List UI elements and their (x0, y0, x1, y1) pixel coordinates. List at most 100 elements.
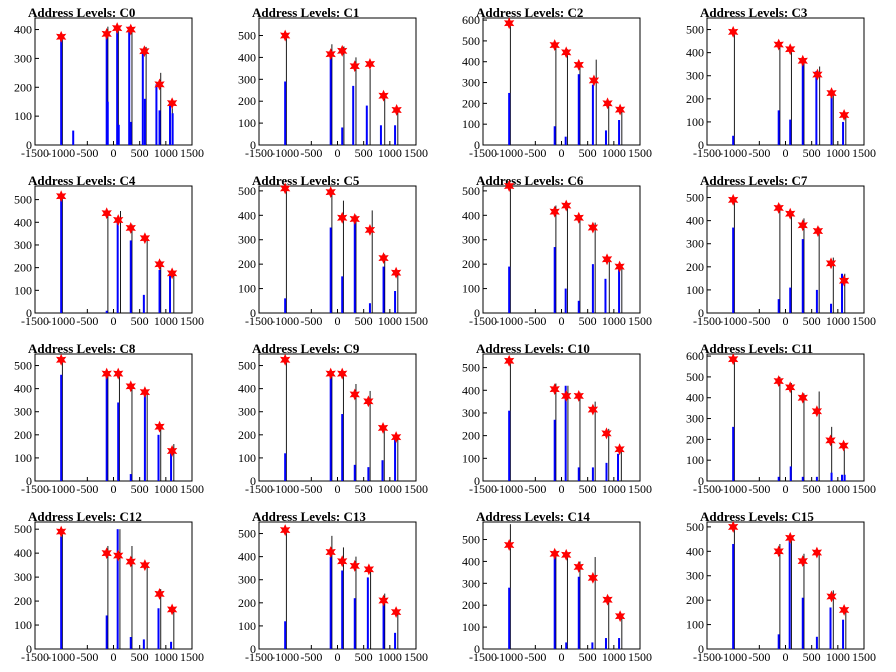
x-tick-label: 1000 (378, 482, 402, 496)
level-marker (504, 180, 515, 192)
y-tick-label: 0 (26, 474, 32, 488)
y-tick-label: 400 (14, 546, 32, 560)
y-tick-label: 100 (14, 109, 32, 123)
level-marker (614, 610, 626, 623)
x-tick-label: 1000 (826, 146, 850, 160)
y-tick-label: 500 (14, 193, 32, 207)
y-tick-label: 100 (462, 117, 480, 131)
bar-blue (801, 597, 804, 649)
level-marker (113, 214, 124, 226)
level-marker (325, 186, 336, 199)
plot-frame (482, 17, 641, 146)
x-tick-label: 500 (131, 650, 149, 664)
level-marker (826, 590, 837, 603)
level-marker (561, 390, 572, 402)
chart-svg: 0 100 200 300 400 500 -1500-1000 -500 0 500 1000 15… (238, 182, 428, 328)
y-tick-label: 600 (686, 349, 704, 363)
x-tick-label: -1000 (719, 146, 747, 160)
level-marker (838, 274, 850, 287)
x-tick-label: -1500 (693, 146, 721, 160)
chart-title: Address Levels: C7 (700, 173, 808, 188)
bar-blue (618, 120, 621, 145)
y-tick-label: 100 (462, 451, 480, 465)
level-marker (280, 353, 291, 366)
chart-panel: Address Levels: C13 0 100 200 300 400 500 -1500… (224, 504, 448, 672)
x-tick-label: -1500 (245, 146, 273, 160)
level-marker (378, 594, 389, 607)
level-marker (113, 549, 124, 562)
bar-blue (329, 374, 332, 481)
x-tick-label: 1500 (404, 482, 428, 496)
bar-blue (341, 276, 344, 313)
bar-blue (394, 632, 397, 649)
plot-frame (706, 185, 865, 314)
chart-svg: 0 100 200 300 400 500 -1500-1000 -500 0 500 1000 15… (238, 521, 428, 664)
bar-blue (508, 587, 511, 649)
chart-panel: Address Levels: C11 0 100 200 300 400 500 600 -1… (672, 336, 896, 504)
y-tick-label: 400 (686, 214, 704, 228)
x-tick-label: 1500 (628, 146, 652, 160)
level-marker (728, 353, 739, 366)
y-tick-label: 500 (686, 520, 704, 534)
level-marker (601, 427, 612, 440)
level-marker (614, 260, 625, 273)
x-tick-label: -1000 (719, 482, 747, 496)
bar-blue (565, 642, 568, 649)
x-tick-label: 0 (783, 314, 789, 328)
y-tick-label: 300 (14, 238, 32, 252)
level-marker (573, 560, 584, 573)
level-marker (826, 87, 837, 99)
x-tick-label: 1000 (154, 482, 178, 496)
y-tick-label: 200 (238, 257, 256, 271)
chart-panel: Address Levels: C4 0 100 200 300 400 500 -1500-… (0, 168, 224, 336)
plot-frame (34, 353, 193, 482)
x-tick-label: -500 (748, 650, 770, 664)
x-tick-label: -1000 (271, 482, 299, 496)
y-tick-label: 300 (462, 406, 480, 420)
chart-panel: Address Levels: C9 0 100 200 300 400 500 -1500-… (224, 336, 448, 504)
bar-blue (284, 453, 287, 481)
level-marker (101, 27, 112, 40)
y-tick-label: 0 (26, 306, 32, 320)
plot-frame (706, 353, 865, 482)
y-tick-label: 100 (238, 282, 256, 296)
bar-blue (830, 472, 833, 481)
x-tick-label: 1000 (826, 650, 850, 664)
chart-title: Address Levels: C2 (476, 5, 584, 20)
level-marker (614, 103, 626, 116)
bar-blue (60, 536, 63, 649)
y-tick-label: 200 (462, 429, 480, 443)
bar-blue (106, 101, 109, 145)
x-tick-label: -1500 (21, 650, 49, 664)
x-tick-label: 0 (111, 650, 117, 664)
level-marker (280, 29, 291, 42)
chart-title: Address Levels: C4 (28, 173, 136, 188)
x-tick-label: 500 (355, 314, 373, 328)
level-marker (349, 213, 360, 225)
level-marker (587, 221, 599, 234)
chart-panel: Address Levels: C0 0 100 200 300 400 -1500 -100… (0, 0, 224, 168)
chart-svg: 0 100 200 300 400 500 600 -1500-1000 -500 0 500 100… (462, 13, 652, 160)
level-marker (337, 367, 348, 380)
level-marker (504, 354, 515, 367)
bar-blue (842, 121, 845, 145)
bar-blue (105, 615, 108, 649)
x-tick-label: 1500 (180, 146, 204, 160)
level-marker (601, 253, 613, 266)
y-tick-label: 300 (462, 233, 480, 247)
chart-title: Address Levels: C9 (252, 341, 360, 356)
level-marker (337, 555, 348, 568)
level-marker (364, 58, 376, 70)
y-tick-label: 300 (686, 237, 704, 251)
x-tick-label: -1000 (47, 482, 75, 496)
chart-svg: 0 100 200 300 400 500 -1500-1000 -500 0 500 1000 15… (14, 185, 204, 328)
level-marker (349, 559, 360, 572)
y-tick-label: 0 (250, 306, 256, 320)
x-tick-label: 500 (131, 146, 149, 160)
bar-blue (352, 85, 355, 145)
level-marker (573, 211, 584, 224)
chart-svg: 0 100 200 300 400 500 -1500-1000 -500 0 500 1000 15… (238, 353, 428, 496)
bar-blue (801, 476, 804, 481)
chart-panel: Address Levels: C2 0 100 200 300 400 500 600 -15… (448, 0, 672, 168)
